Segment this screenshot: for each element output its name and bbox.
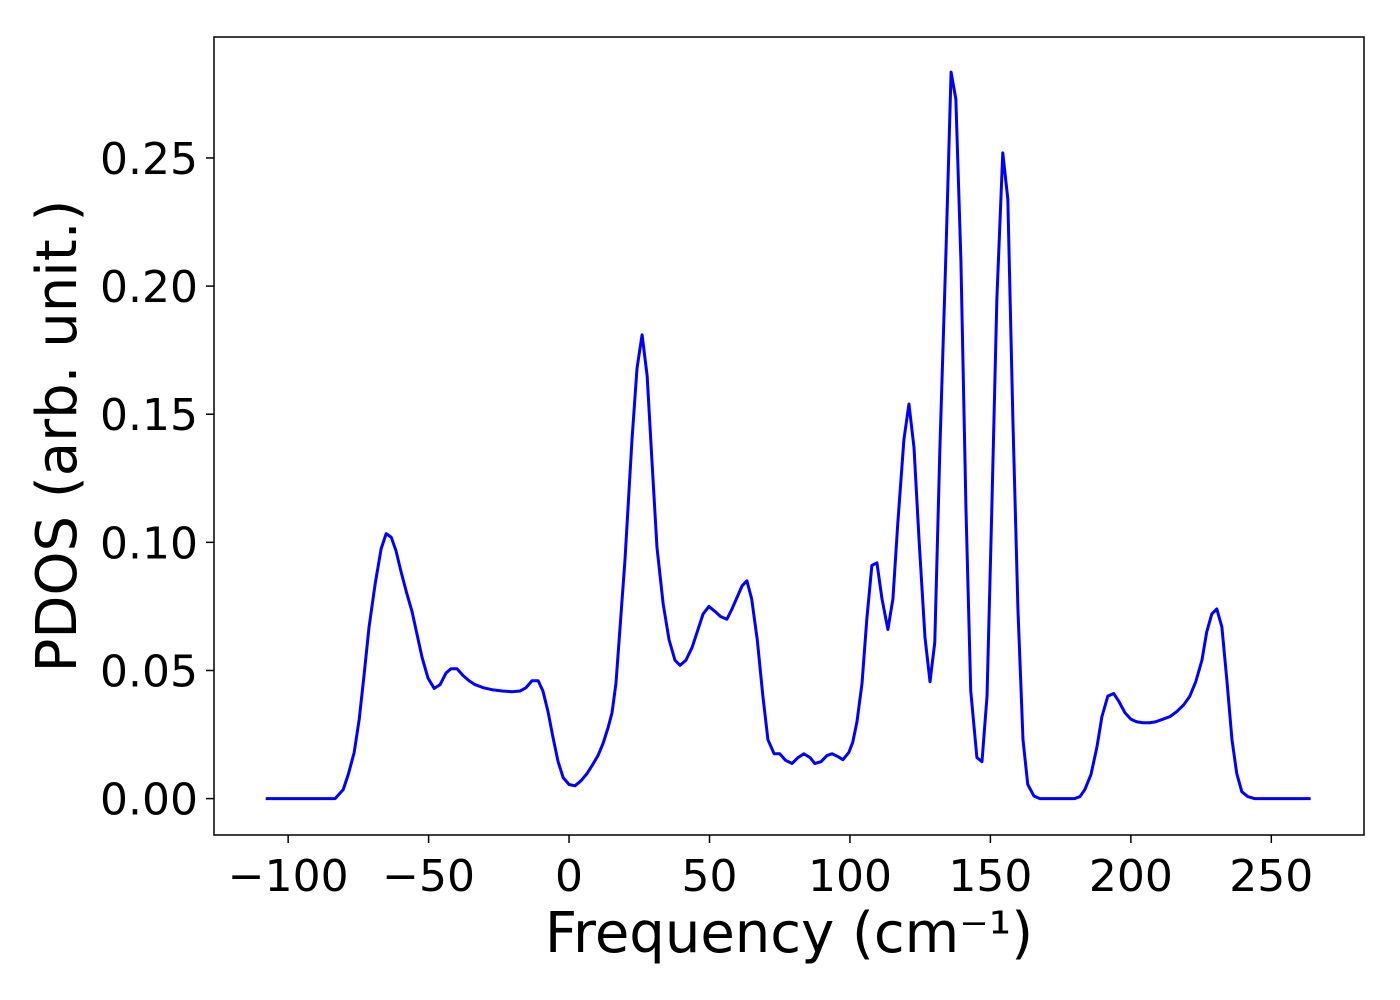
y-tick-label: 0.15 xyxy=(100,390,198,441)
y-axis-label: PDOS (arb. unit.) xyxy=(25,200,90,673)
y-tick-label: 0.25 xyxy=(100,134,198,185)
y-tick-label: 0.00 xyxy=(100,775,198,826)
y-tick-label: 0.05 xyxy=(100,646,198,697)
y-tick-label: 0.10 xyxy=(100,518,198,569)
x-tick-label: 150 xyxy=(948,851,1032,902)
y-tick-label: 0.20 xyxy=(100,262,198,313)
x-tick-label: 0 xyxy=(555,851,583,902)
x-tick-label: 100 xyxy=(808,851,892,902)
plot-frame xyxy=(213,36,1365,836)
x-tick-label: −100 xyxy=(228,851,349,902)
x-axis-label: Frequency (cm⁻¹) xyxy=(545,901,1033,966)
data-line xyxy=(265,70,1311,801)
x-tick-label: −50 xyxy=(382,851,475,902)
x-tick-label: 50 xyxy=(682,851,738,902)
x-tick-label: 200 xyxy=(1089,851,1173,902)
x-tick-label: 250 xyxy=(1229,851,1313,902)
